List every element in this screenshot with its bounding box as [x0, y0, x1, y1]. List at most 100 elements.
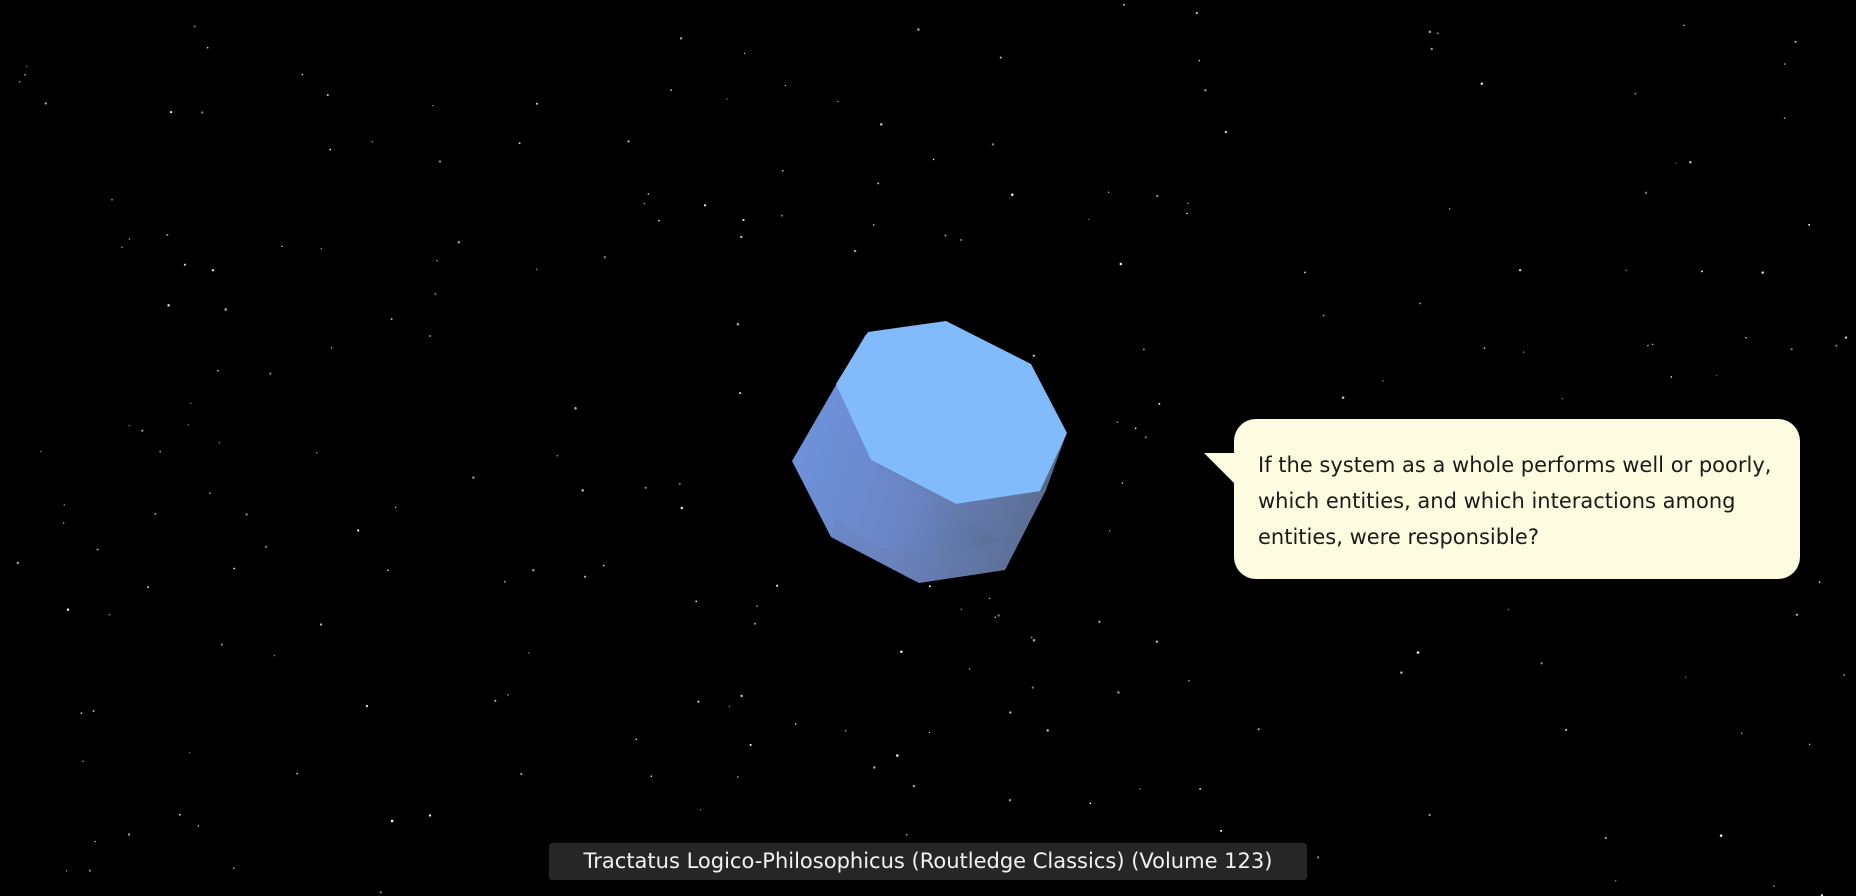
star	[1428, 30, 1432, 34]
star	[736, 322, 740, 326]
star	[1303, 271, 1306, 274]
star	[472, 476, 475, 479]
star	[1119, 262, 1123, 266]
star	[1089, 802, 1092, 805]
star	[581, 489, 584, 492]
star	[1158, 402, 1161, 405]
star	[999, 56, 1002, 59]
star	[233, 567, 235, 570]
star	[1835, 344, 1838, 347]
star	[1683, 24, 1685, 27]
star	[245, 513, 248, 516]
star	[66, 608, 70, 611]
star	[1507, 608, 1510, 611]
star	[1156, 194, 1159, 198]
star	[1198, 59, 1201, 62]
prism-top-face	[836, 321, 1067, 504]
star	[680, 506, 684, 510]
star	[749, 743, 752, 746]
star	[1107, 191, 1110, 193]
star	[520, 772, 523, 776]
star	[220, 643, 224, 646]
star	[1188, 680, 1190, 682]
star	[296, 772, 299, 775]
star	[233, 867, 235, 869]
star	[1790, 348, 1793, 351]
star	[697, 700, 700, 703]
star	[900, 650, 903, 654]
star	[1561, 398, 1564, 400]
star	[1428, 813, 1431, 817]
star	[784, 84, 787, 87]
star	[281, 245, 283, 248]
star	[357, 529, 360, 532]
star	[740, 235, 743, 239]
prism-side-front	[831, 460, 1046, 583]
star	[1220, 829, 1223, 832]
star	[1689, 160, 1692, 164]
star	[699, 809, 702, 811]
star	[905, 833, 908, 836]
star	[644, 486, 647, 489]
star	[494, 699, 497, 702]
star	[1483, 347, 1486, 349]
star	[1675, 162, 1677, 164]
star	[1784, 63, 1786, 65]
star	[991, 143, 995, 146]
star	[159, 450, 162, 453]
star	[742, 219, 745, 222]
star	[127, 833, 131, 836]
star	[603, 256, 606, 259]
star	[386, 569, 389, 572]
star	[371, 140, 374, 143]
star	[166, 233, 169, 237]
star	[1647, 344, 1649, 347]
star	[1117, 691, 1120, 694]
star	[1430, 47, 1433, 51]
star	[503, 580, 506, 583]
star	[960, 239, 962, 241]
star	[190, 402, 192, 404]
star	[1316, 856, 1319, 859]
star	[780, 214, 784, 217]
star	[96, 548, 99, 551]
star	[1684, 676, 1687, 678]
star	[988, 597, 991, 600]
star	[1046, 729, 1049, 732]
star	[535, 102, 538, 105]
star	[1719, 834, 1723, 837]
star	[1795, 613, 1799, 616]
star	[1808, 223, 1811, 226]
star	[269, 372, 272, 375]
star	[994, 616, 997, 618]
star	[1143, 348, 1145, 351]
star	[1773, 885, 1775, 887]
star	[1139, 787, 1141, 790]
star	[896, 754, 899, 757]
star	[217, 369, 219, 372]
star	[650, 775, 653, 778]
star	[24, 73, 27, 76]
star	[94, 840, 96, 843]
star	[147, 586, 150, 589]
star	[188, 751, 191, 754]
star	[201, 111, 204, 114]
star	[1116, 421, 1119, 423]
star	[1644, 191, 1648, 194]
star	[1032, 354, 1035, 357]
star	[844, 729, 847, 732]
star	[434, 292, 437, 295]
star	[110, 198, 114, 201]
star	[917, 28, 920, 31]
speech-bubble-tail	[1204, 453, 1236, 485]
star	[1794, 40, 1797, 43]
star	[82, 760, 84, 763]
star	[379, 891, 382, 894]
star	[108, 613, 111, 616]
star	[390, 819, 394, 823]
star	[1186, 212, 1188, 215]
star	[1224, 131, 1227, 134]
